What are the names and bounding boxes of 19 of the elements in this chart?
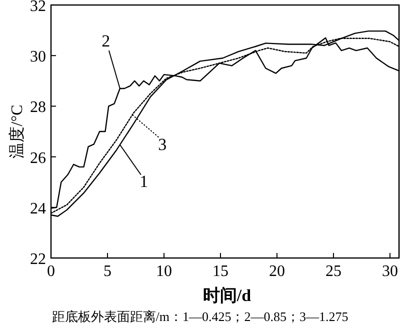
x-tick-label: 25 [325,263,342,280]
x-tick-label: 30 [382,263,398,280]
x-tick-label: 20 [268,263,285,280]
x-tick-label: 0 [47,263,55,280]
y-tick-label: 28 [30,99,46,116]
x-tick-label: 5 [103,263,112,280]
legend-label: 3 [158,134,167,154]
x-tick-label: 15 [212,263,228,280]
x-tick-label: 10 [156,263,172,280]
y-tick-label: 24 [30,200,46,218]
x-axis-title: 时间/d [202,286,252,305]
y-tick-label: 30 [30,48,46,66]
y-tick-label: 26 [30,150,46,167]
text: 距底板外表面距离/m：1—0.425；2—0.85；3—1.275 [52,309,348,324]
y-axis-title: 温度/°C [8,104,26,158]
y-tick-label: 22 [30,251,46,268]
text: 2 [102,31,110,50]
legend-label: 1 [140,172,148,191]
y-tick-label: 32 [30,0,46,15]
